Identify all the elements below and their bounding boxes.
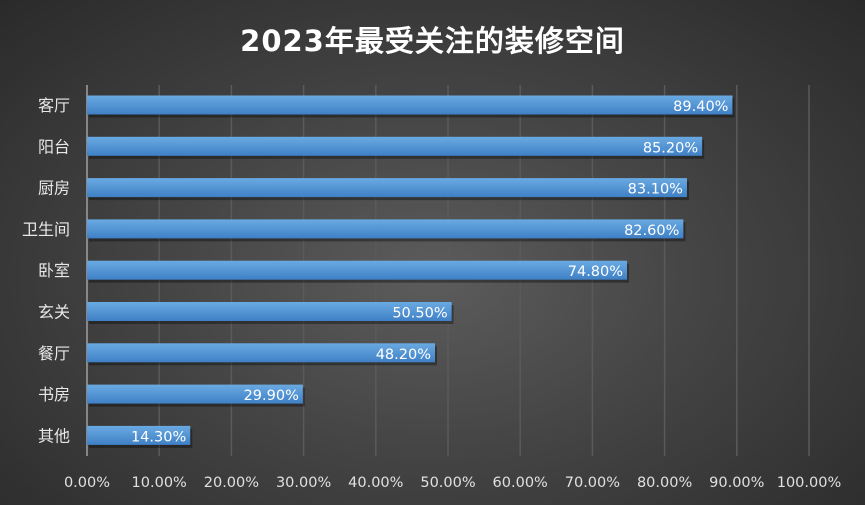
category-label: 阳台 xyxy=(38,137,70,156)
x-tick-label: 30.00% xyxy=(276,475,331,491)
category-label: 玄关 xyxy=(38,303,70,322)
x-tick-label: 10.00% xyxy=(132,475,187,491)
data-label: 85.20% xyxy=(643,140,698,156)
x-tick-label: 100.00% xyxy=(777,475,842,491)
data-label: 82.60% xyxy=(624,223,679,239)
data-label: 74.80% xyxy=(568,264,623,280)
data-label: 29.90% xyxy=(244,388,299,404)
category-label: 卫生间 xyxy=(22,220,70,239)
chart-title: 2023年最受关注的装修空间 xyxy=(240,24,625,58)
category-label: 书房 xyxy=(38,385,70,404)
x-tick-label: 40.00% xyxy=(348,475,403,491)
bar xyxy=(87,302,452,321)
data-label: 89.40% xyxy=(673,99,728,115)
bar xyxy=(87,95,733,115)
x-tick-label: 50.00% xyxy=(420,475,475,491)
x-tick-label: 90.00% xyxy=(709,475,764,491)
data-label: 48.20% xyxy=(376,347,431,363)
x-tick-label: 0.00% xyxy=(64,475,110,491)
bar xyxy=(87,136,703,156)
bar xyxy=(87,260,628,280)
x-tick-label: 80.00% xyxy=(637,475,692,491)
x-tick-label: 20.00% xyxy=(204,475,259,491)
bar xyxy=(87,343,436,363)
bar xyxy=(87,178,687,198)
bar xyxy=(87,384,303,404)
bar xyxy=(87,219,684,239)
x-tick-label: 70.00% xyxy=(565,475,620,491)
data-label: 83.10% xyxy=(628,182,683,198)
category-label: 厨房 xyxy=(38,179,70,198)
data-label: 50.50% xyxy=(392,306,447,322)
data-label: 14.30% xyxy=(131,429,186,445)
category-label: 卧室 xyxy=(38,261,70,280)
category-label: 其他 xyxy=(38,426,70,445)
category-label: 餐厅 xyxy=(38,344,70,363)
x-tick-label: 60.00% xyxy=(493,475,548,491)
category-label: 客厅 xyxy=(38,96,70,115)
bar xyxy=(87,425,191,445)
